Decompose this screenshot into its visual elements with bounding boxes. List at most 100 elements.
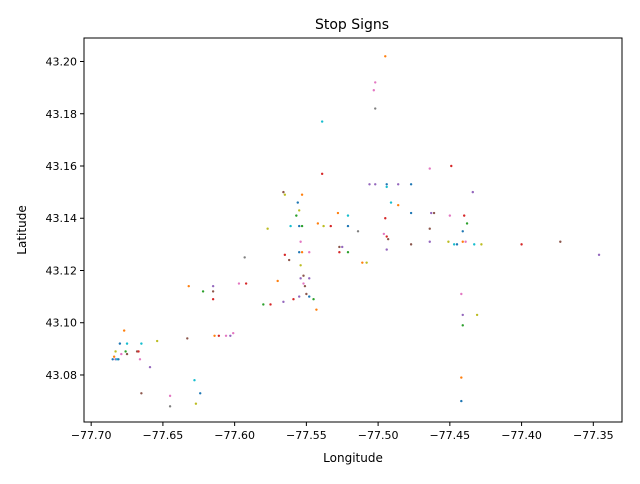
stop-sign-point <box>460 399 463 403</box>
y-tick-label: 43.12 <box>46 264 78 277</box>
x-tick-label: −77.65 <box>143 429 184 442</box>
stop-sign-point <box>461 240 464 243</box>
stop-sign-point <box>111 358 114 361</box>
stop-sign-point <box>262 303 265 306</box>
stop-sign-point <box>432 211 436 215</box>
stop-sign-point <box>428 227 431 230</box>
stop-sign-point <box>224 334 228 337</box>
stop-sign-point <box>194 402 198 405</box>
stop-sign-point <box>122 329 126 332</box>
stop-sign-point <box>336 211 340 215</box>
stop-sign-point <box>461 324 464 327</box>
x-tick-label: −77.55 <box>286 429 327 442</box>
stop-sign-point <box>211 290 215 293</box>
stop-sign-point <box>461 230 464 233</box>
stop-sign-point <box>155 339 159 343</box>
stop-sign-point <box>312 298 315 301</box>
stop-sign-point <box>356 230 360 233</box>
stop-sign-point <box>302 274 305 277</box>
y-axis-label: Latitude <box>15 205 29 254</box>
stop-sign-point <box>316 222 320 225</box>
stop-sign-point <box>138 358 142 361</box>
stop-sign-point <box>361 261 364 264</box>
stop-sign-point <box>118 342 122 345</box>
stop-sign-point <box>597 253 601 257</box>
stop-sign-point <box>409 183 413 186</box>
data-points <box>111 55 601 408</box>
stop-sign-point <box>409 243 413 246</box>
stop-sign-point <box>140 392 143 395</box>
stop-sign-point <box>168 394 172 398</box>
x-axis-label: Longitude <box>323 451 383 465</box>
stop-sign-point <box>308 251 311 254</box>
stop-sign-point <box>168 405 172 408</box>
stop-sign-point <box>329 224 332 228</box>
stop-sign-point <box>396 203 400 207</box>
stop-sign-point <box>112 355 116 358</box>
stop-sign-point <box>338 245 341 249</box>
stop-sign-point <box>385 235 388 238</box>
stop-sign-point <box>465 222 469 225</box>
stop-sign-point <box>447 240 450 243</box>
chart-title: Stop Signs <box>315 17 389 33</box>
stop-sign-point <box>346 251 350 254</box>
stop-sign-point <box>292 298 295 301</box>
stop-sign-point <box>287 258 291 262</box>
stop-sign-point <box>283 193 287 196</box>
stop-sign-point <box>461 313 464 317</box>
y-tick-label: 43.20 <box>46 56 78 69</box>
stop-sign-point <box>211 298 215 301</box>
stop-sign-point <box>299 277 302 280</box>
stop-sign-point <box>315 308 318 311</box>
stop-sign-point <box>213 334 216 337</box>
x-tick-label: −77.45 <box>429 429 470 442</box>
plot-frame <box>83 37 623 423</box>
stop-sign-point <box>300 251 304 254</box>
x-tick-label: −77.40 <box>501 429 542 442</box>
stop-sign-point <box>283 253 287 257</box>
stop-sign-point <box>389 201 393 204</box>
stop-sign-point <box>409 211 413 215</box>
stop-sign-point <box>124 350 127 353</box>
stop-sign-point <box>232 331 235 335</box>
stop-sign-point <box>384 55 387 58</box>
stop-sign-point <box>282 190 285 194</box>
stop-sign-point <box>137 350 140 353</box>
y-tick-label: 43.10 <box>46 317 78 330</box>
x-tick-label: −77.60 <box>214 429 255 442</box>
stop-sign-point <box>229 334 232 337</box>
stop-sign-point <box>322 224 325 228</box>
stop-sign-point <box>480 243 483 246</box>
stop-sign-point <box>269 303 272 306</box>
stop-sign-point <box>428 240 431 243</box>
x-axis-ticks: −77.70 −77.65 −77.60 −77.55 −77.50 −77.45 −77.… <box>71 422 614 442</box>
stop-sign-point <box>464 240 467 243</box>
y-tick-label: 43.18 <box>46 108 78 121</box>
stop-sign-point <box>320 172 324 176</box>
stop-sign-point <box>308 277 311 280</box>
y-tick-label: 43.14 <box>46 212 78 225</box>
stop-sign-point <box>298 295 301 298</box>
stop-sign-point <box>125 342 129 345</box>
stop-sign-point <box>475 313 479 317</box>
stop-sign-point <box>300 193 304 196</box>
stop-sign-point <box>276 279 279 283</box>
stop-sign-point <box>460 292 463 296</box>
stop-sign-point <box>125 352 129 356</box>
stop-sign-point <box>385 183 388 186</box>
stop-sign-point <box>187 284 190 288</box>
stop-sign-point <box>341 245 344 249</box>
stop-sign-point <box>385 248 388 251</box>
stop-sign-point <box>455 243 459 246</box>
stop-sign-point <box>320 120 324 123</box>
stop-sign-point <box>471 190 474 194</box>
stop-sign-point <box>282 300 285 304</box>
stop-sign-point <box>243 256 246 259</box>
stop-sign-point <box>450 164 453 168</box>
stop-sign-point <box>298 209 301 212</box>
stop-sign-point <box>298 224 301 228</box>
stop-sign-point <box>299 240 302 243</box>
stop-sign-point <box>338 251 341 254</box>
stop-sign-point <box>520 243 523 246</box>
